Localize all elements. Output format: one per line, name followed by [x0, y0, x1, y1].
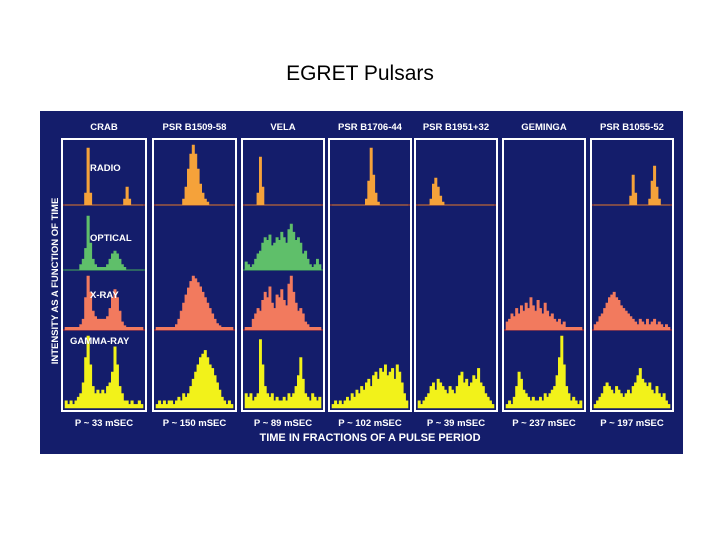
band-label-optical: OPTICAL: [90, 233, 132, 244]
period-label: P ~ 33 mSEC: [75, 418, 133, 429]
band-label-gamma-ray: GAMMA-RAY: [70, 336, 130, 347]
radio-curve: [245, 156, 321, 206]
pulsar-name: PSR B1509-58: [163, 122, 227, 133]
xray-curve: [593, 291, 671, 331]
light-curve-chart: INTENSITY AS A FUNCTION OF TIME TIME IN F…: [50, 122, 674, 444]
pulsar-column-psr-b1951-32: PSR B1951+32 P ~ 39 mSEC: [414, 122, 498, 429]
panel-border: [241, 138, 325, 412]
panel-border: [61, 138, 147, 412]
gamma-curve: [593, 368, 671, 409]
gamma-curve: [64, 335, 144, 409]
pulsar-column-vela: VELA P ~ 89 mSEC: [241, 122, 325, 429]
band-label-radio: RADIO: [90, 163, 121, 174]
radio-curve: [156, 144, 233, 206]
xray-curve: [244, 275, 322, 331]
pulsar-name: PSR B1055-52: [600, 122, 664, 133]
y-axis-label: INTENSITY AS A FUNCTION OF TIME: [50, 198, 61, 365]
period-label: P ~ 150 mSEC: [163, 418, 227, 429]
panel-border: [414, 138, 498, 412]
optical-curve: [65, 215, 143, 271]
x-axis-label: TIME IN FRACTIONS OF A PULSE PERIOD: [259, 432, 480, 444]
period-label: P ~ 237 mSEC: [512, 418, 576, 429]
xray-curve: [155, 275, 234, 331]
panel-border: [590, 138, 674, 412]
gamma-curve: [331, 364, 409, 409]
xray-curve: [505, 297, 583, 331]
pulsar-column-geminga: GEMINGA P ~ 237 mSEC: [502, 122, 586, 429]
gamma-curve: [244, 339, 322, 409]
pulsar-name: PSR B1951+32: [423, 122, 489, 133]
slide-title: EGRET Pulsars: [286, 62, 434, 85]
period-label: P ~ 39 mSEC: [427, 418, 485, 429]
xray-curve: [64, 275, 144, 331]
pulsar-column-psr-b1055-52: PSR B1055-52 P ~ 197 mSEC: [590, 122, 674, 429]
period-label: P ~ 197 mSEC: [600, 418, 664, 429]
radio-curve: [332, 147, 408, 206]
band-label-x-ray: X-RAY: [90, 290, 119, 301]
panel-border: [502, 138, 586, 412]
pulsar-name: VELA: [270, 122, 295, 133]
period-label: P ~ 89 mSEC: [254, 418, 312, 429]
pulsar-name: CRAB: [90, 122, 118, 133]
gamma-curve: [505, 335, 583, 409]
pulsar-column-psr-b1509-58: PSR B1509-58 P ~ 150 mSEC: [152, 122, 237, 429]
panel-border: [152, 138, 237, 412]
radio-curve: [418, 177, 494, 206]
pulsar-name: GEMINGA: [521, 122, 567, 133]
pulsar-name: PSR B1706-44: [338, 122, 403, 133]
gamma-curve: [417, 368, 495, 409]
pulsar-column-psr-b1706-44: PSR B1706-44 P ~ 102 mSEC: [328, 122, 412, 429]
pulsar-light-curve-figure: INTENSITY AS A FUNCTION OF TIME TIME IN F…: [40, 111, 683, 454]
pulsar-column-crab: CRAB P ~ 33 mSEC: [61, 122, 147, 429]
radio-curve: [65, 147, 143, 206]
period-label: P ~ 102 mSEC: [338, 418, 402, 429]
radio-curve: [594, 165, 670, 206]
optical-curve: [244, 223, 322, 271]
panel-border: [328, 138, 412, 412]
gamma-curve: [155, 350, 234, 409]
